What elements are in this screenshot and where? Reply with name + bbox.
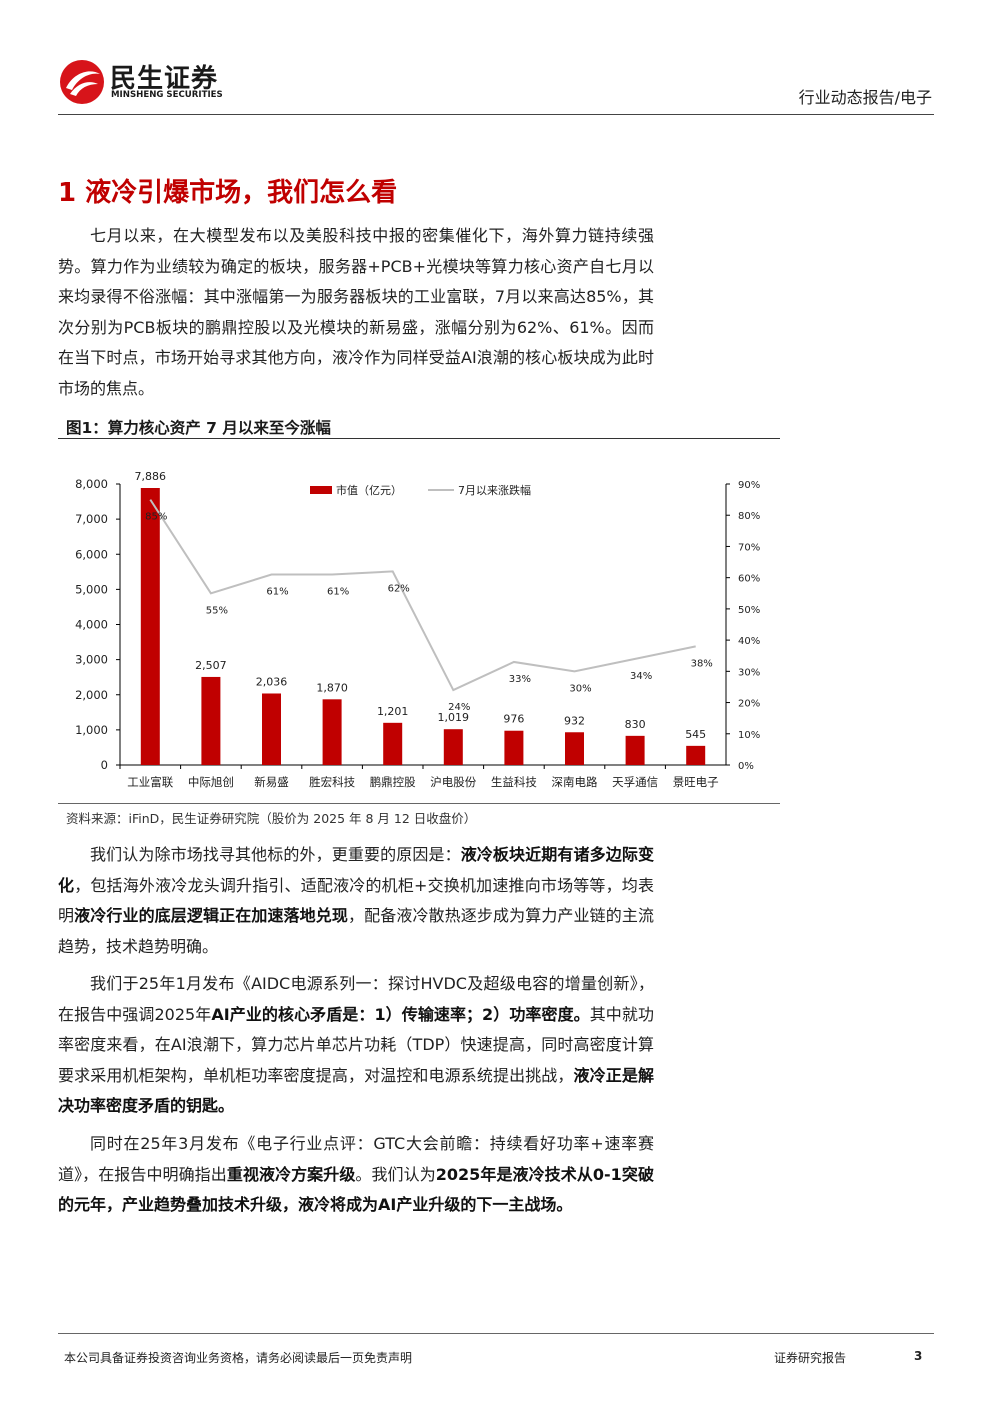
line-value-label: 30% bbox=[569, 683, 591, 694]
right-tick-label: 20% bbox=[738, 699, 760, 710]
paragraph-3: 我们于25年1月发布《AIDC电源系列一：探讨HVDC及超级电容的增量创新》，在… bbox=[58, 969, 654, 1122]
figure-title: 图1：算力核心资产 7 月以来至今涨幅 bbox=[66, 419, 331, 437]
bar-value-label: 2,507 bbox=[195, 659, 227, 672]
p2-text-3: ，配备液冷散热逐步成为算力产业链的主流趋势，技术趋势明确。 bbox=[58, 906, 654, 956]
chart-container: 0 1,000 2,000 3,000 4,000 5,000 6,000 7,000 8,00… bbox=[58, 439, 780, 803]
line-value-label: 61% bbox=[327, 587, 349, 598]
bar-value-label: 1,870 bbox=[316, 681, 348, 694]
p4-bold-1: 重视液冷方案升级 bbox=[226, 1164, 356, 1184]
footer-disclaimer: 本公司具备证券投资咨询业务资格，请务必阅读最后一页免责声明 bbox=[64, 1351, 413, 1365]
right-tick-label: 90% bbox=[738, 480, 760, 491]
paragraph-1: 七月以来，在大模型发布以及美股科技中报的密集催化下，海外算力链持续强势。算力作为… bbox=[58, 226, 654, 398]
p2-text-1: 我们认为除市场找寻其他标的外，更重要的原因是： bbox=[90, 845, 461, 864]
p3-text-1: 我们于25年1月发布《AIDC电源系列一：探讨HVDC及超级电容的增量创新》，在… bbox=[58, 974, 654, 1024]
bar-value-label: 932 bbox=[564, 714, 585, 727]
minsheng-logo-icon bbox=[60, 60, 104, 104]
x-category-label: 沪电股份 bbox=[430, 775, 476, 789]
left-tick-label: 5,000 bbox=[75, 582, 108, 596]
bar-market-cap bbox=[565, 732, 584, 765]
line-value-label: 55% bbox=[206, 605, 228, 616]
right-tick-label: 50% bbox=[738, 605, 760, 616]
bar-market-cap bbox=[262, 693, 281, 765]
p3-text-2: 其中就功率密度来看，在AI浪潮下，算力芯片单芯片功耗（TDP）快速提高，同时高密… bbox=[58, 1004, 654, 1085]
logo-subtitle: MINSHENG SECURITIES bbox=[111, 90, 223, 100]
figure-bottom-rule bbox=[58, 803, 780, 804]
paragraph-2: 我们认为除市场找寻其他标的外，更重要的原因是：液冷板块近期有诸多边际变化，包括海… bbox=[58, 840, 654, 962]
bar-market-cap bbox=[625, 735, 645, 765]
bar-value-label: 7,886 bbox=[135, 470, 167, 483]
bar-value-label: 2,036 bbox=[256, 675, 288, 688]
line-change-pct bbox=[149, 499, 696, 692]
line-value-label: 33% bbox=[509, 674, 531, 685]
bar-market-cap bbox=[443, 729, 463, 765]
right-tick-label: 10% bbox=[738, 730, 760, 741]
bar-market-cap bbox=[383, 722, 403, 765]
p3-bold-2: 液冷正是解决功率密度矛盾的钥匙。 bbox=[58, 1065, 654, 1116]
left-tick-label: 0 bbox=[101, 758, 108, 772]
right-tick-label: 30% bbox=[738, 667, 760, 678]
figure-source: 资料来源：iFinD，民生证券研究院（股价为 2025 年 8 月 12 日收盘… bbox=[66, 811, 477, 826]
bar-market-cap bbox=[140, 488, 160, 765]
company-logo: 民生证券 MINSHENG SECURITIES bbox=[58, 56, 258, 108]
left-tick-label: 7,000 bbox=[75, 512, 108, 526]
line-value-label: 38% bbox=[691, 658, 713, 669]
x-category-label: 新易盛 bbox=[254, 775, 289, 789]
x-category-label: 景旺电子 bbox=[673, 775, 719, 789]
p2-text-2: ，包括海外液冷龙头调升指引、适配液冷的机柜+交换机加速推向市场等等，均表明 bbox=[58, 875, 654, 926]
line-value-label: 34% bbox=[630, 671, 652, 682]
paragraph-4: 同时在25年3月发布《电子行业点评：GTC大会前瞻：持续看好功率+速率赛道》，在… bbox=[58, 1129, 654, 1221]
x-category-label: 生益科技 bbox=[491, 775, 537, 789]
line-value-label: 61% bbox=[266, 587, 288, 598]
x-category-label: 工业富联 bbox=[127, 775, 173, 789]
p2-bold-1: 液冷板块近期有诸多边际变化 bbox=[58, 845, 654, 895]
bar-value-label: 1,201 bbox=[377, 705, 409, 718]
page-number: 3 bbox=[914, 1349, 923, 1363]
bar-value-label: 976 bbox=[503, 713, 524, 726]
x-category-label: 鹏鼎控股 bbox=[370, 775, 416, 789]
legend-label-line: 7月以来涨跌幅 bbox=[458, 483, 531, 497]
bar-value-label: 830 bbox=[625, 718, 646, 731]
section-title: 1 液冷引爆市场，我们怎么看 bbox=[58, 178, 398, 208]
p4-text-1: 同时在25年3月发布《电子行业点评：GTC大会前瞻：持续看好功率+速率赛道》，在… bbox=[58, 1134, 654, 1184]
x-category-label: 天孚通信 bbox=[612, 775, 658, 789]
left-tick-label: 1,000 bbox=[75, 723, 108, 737]
combo-chart: 0 1,000 2,000 3,000 4,000 5,000 6,000 7,000 8,00… bbox=[75, 470, 760, 789]
logo-name: 民生证券 bbox=[110, 64, 219, 94]
p4-text-2: 。我们认为 bbox=[355, 1164, 436, 1184]
bar-market-cap bbox=[504, 730, 524, 765]
page-header: 民生证券 MINSHENG SECURITIES 行业动态报告/电子 bbox=[58, 56, 934, 115]
p4-bold-2: 2025年是液冷技术从0-1突破的元年，产业趋势叠加技术升级，液冷将成为AI产业… bbox=[58, 1164, 654, 1215]
right-tick-label: 40% bbox=[738, 636, 760, 647]
legend-swatch-bar bbox=[310, 486, 332, 494]
line-value-label: 85% bbox=[145, 512, 167, 523]
line-value-label: 24% bbox=[448, 702, 470, 713]
right-tick-label: 60% bbox=[738, 574, 760, 585]
legend-label-bar: 市值（亿元） bbox=[336, 483, 402, 497]
right-tick-label: 80% bbox=[738, 511, 760, 522]
p3-bold-1: AI产业的核心矛盾是：1）传输速率；2）功率密度。 bbox=[211, 1004, 590, 1024]
right-tick-label: 0% bbox=[738, 761, 754, 772]
right-tick-label: 70% bbox=[738, 542, 760, 553]
footer-rule bbox=[58, 1333, 934, 1334]
line-value-label: 62% bbox=[388, 583, 410, 594]
left-tick-label: 3,000 bbox=[75, 653, 108, 667]
left-tick-label: 4,000 bbox=[75, 618, 108, 632]
footer-doc-type: 证券研究报告 bbox=[774, 1351, 847, 1365]
left-tick-label: 2,000 bbox=[75, 688, 108, 702]
bar-market-cap bbox=[322, 699, 342, 765]
x-category-label: 胜宏科技 bbox=[309, 775, 355, 789]
bar-market-cap bbox=[686, 745, 706, 765]
p2-bold-2: 液冷行业的底层逻辑正在加速落地兑现 bbox=[74, 906, 348, 925]
left-tick-label: 8,000 bbox=[75, 477, 108, 491]
bar-value-label: 545 bbox=[685, 728, 706, 741]
x-category-label: 深南电路 bbox=[552, 775, 598, 789]
left-tick-label: 6,000 bbox=[75, 547, 108, 561]
bar-value-label: 1,019 bbox=[438, 711, 470, 724]
figure-title-rule bbox=[58, 438, 780, 439]
bar-market-cap bbox=[201, 676, 221, 765]
report-type: 行业动态报告/电子 bbox=[798, 88, 932, 107]
x-category-label: 中际旭创 bbox=[188, 775, 234, 789]
